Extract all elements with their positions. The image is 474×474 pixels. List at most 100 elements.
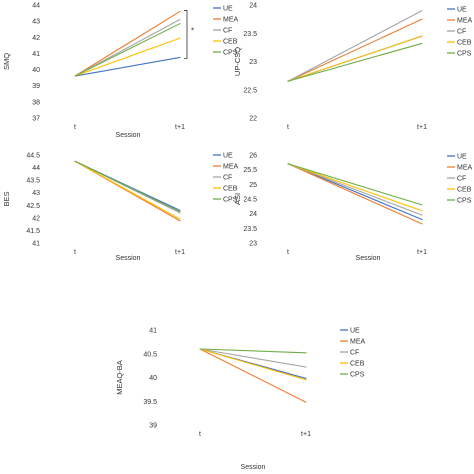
legend-label: MEA bbox=[223, 164, 239, 171]
legend-label: CEB bbox=[457, 187, 472, 194]
y-axis-label: MEAQ-BA bbox=[115, 360, 124, 395]
series-line bbox=[287, 18, 423, 82]
legend-label: CPS bbox=[457, 198, 472, 205]
legend-label: CEB bbox=[223, 39, 238, 46]
y-tick-label: 41 bbox=[32, 241, 40, 248]
y-axis-label: UP-CSQ bbox=[233, 47, 242, 76]
y-tick-label: 23 bbox=[249, 59, 257, 66]
legend-label: UE bbox=[223, 153, 233, 160]
y-tick-label: 44 bbox=[32, 165, 40, 172]
series-line bbox=[287, 163, 423, 212]
y-tick-label: 44.5 bbox=[26, 153, 40, 160]
legend-label: CF bbox=[457, 176, 466, 183]
series-line bbox=[74, 23, 181, 77]
y-tick-label: 41 bbox=[32, 51, 40, 58]
y-tick-label: 42 bbox=[32, 215, 40, 222]
y-tick-label: 42.5 bbox=[26, 203, 40, 210]
x-tick-label: t bbox=[74, 124, 76, 131]
series-line bbox=[74, 18, 181, 77]
y-tick-label: 24 bbox=[249, 3, 257, 10]
y-tick-label: 43 bbox=[32, 190, 40, 197]
legend-label: CPS bbox=[457, 51, 472, 58]
y-tick-label: 22 bbox=[249, 116, 257, 123]
legend-label: CPS bbox=[350, 372, 365, 379]
y-tick-label: 43.5 bbox=[26, 178, 40, 185]
y-tick-label: 41 bbox=[149, 328, 157, 335]
legend-label: MEA bbox=[350, 339, 366, 346]
y-tick-label: 40 bbox=[32, 67, 40, 74]
y-tick-label: 39 bbox=[32, 83, 40, 90]
panel-up-csq: 22 22.5 23 23.5 24 t t+1 UP-CSQ UE MEA CF CEB CPS bbox=[233, 3, 473, 132]
series-line bbox=[199, 348, 307, 403]
y-tick-label: 24 bbox=[249, 211, 257, 218]
y-tick-label: 37 bbox=[32, 116, 40, 123]
legend-label: CPS bbox=[223, 50, 238, 57]
y-tick-label: 38 bbox=[32, 99, 40, 106]
y-axis-label: BES bbox=[2, 191, 11, 206]
panel-smq: 37 38 39 40 41 42 43 44 t t+1 SMQ Session UE MEA CF CEB… bbox=[2, 3, 239, 140]
series-line bbox=[287, 10, 423, 82]
x-tick-label: t+1 bbox=[301, 431, 311, 438]
x-axis-label: Session bbox=[356, 255, 381, 262]
y-tick-label: 23.5 bbox=[243, 31, 257, 38]
legend-label: CPS bbox=[223, 197, 238, 204]
legend-label: CEB bbox=[350, 361, 365, 368]
y-tick-label: 25 bbox=[249, 182, 257, 189]
y-axis-label: ASI bbox=[233, 193, 242, 205]
series-line bbox=[287, 163, 423, 216]
series-line bbox=[199, 348, 307, 354]
series-line bbox=[199, 348, 307, 381]
series-line bbox=[287, 42, 423, 82]
series-line bbox=[287, 35, 423, 82]
series-line bbox=[287, 163, 423, 225]
x-tick-label: t bbox=[287, 249, 289, 256]
series-line bbox=[287, 163, 423, 206]
significance-marker: * bbox=[191, 26, 194, 35]
x-tick-label: t bbox=[199, 431, 201, 438]
y-tick-label: 40 bbox=[149, 375, 157, 382]
legend-label: MEA bbox=[457, 18, 473, 25]
legend-label: CF bbox=[223, 28, 232, 35]
legend-label: UE bbox=[457, 154, 467, 161]
series-line bbox=[199, 348, 307, 368]
x-axis-label: Session bbox=[116, 132, 141, 139]
x-tick-label: t+1 bbox=[175, 124, 185, 131]
legend-label: CF bbox=[350, 350, 359, 357]
x-axis-label: Session bbox=[116, 255, 141, 262]
legend-label: CF bbox=[223, 175, 232, 182]
series-line bbox=[74, 56, 181, 77]
y-tick-label: 23.5 bbox=[243, 226, 257, 233]
panel-bes: 41 41.5 42 42.5 43 43.5 44 44.5 t t+1 BES Session UE… bbox=[2, 153, 239, 263]
y-tick-label: 41.5 bbox=[26, 228, 40, 235]
x-tick-label: t bbox=[74, 249, 76, 256]
y-tick-label: 43 bbox=[32, 19, 40, 26]
y-axis-label: SMQ bbox=[2, 53, 11, 70]
legend-label: CEB bbox=[457, 40, 472, 47]
y-tick-label: 44 bbox=[32, 3, 40, 10]
x-tick-label: t+1 bbox=[417, 249, 427, 256]
series-line bbox=[74, 37, 181, 77]
legend-label: MEA bbox=[223, 17, 239, 24]
legend-label: CEB bbox=[223, 186, 238, 193]
y-tick-label: 39.5 bbox=[143, 399, 157, 406]
y-tick-label: 24.5 bbox=[243, 197, 257, 204]
x-axis-label: Session bbox=[241, 464, 266, 471]
y-tick-label: 42 bbox=[32, 35, 40, 42]
y-tick-label: 23 bbox=[249, 241, 257, 248]
legend-label: CF bbox=[457, 29, 466, 36]
panel-meaq-ba: 39 39.5 40 40.5 41 t t+1 MEAQ-BA Session UE MEA CF C… bbox=[115, 328, 366, 472]
legend-label: UE bbox=[457, 7, 467, 14]
y-tick-label: 25.5 bbox=[243, 167, 257, 174]
y-tick-label: 40.5 bbox=[143, 351, 157, 358]
legend-label: UE bbox=[223, 6, 233, 13]
x-tick-label: t bbox=[287, 124, 289, 131]
series-line bbox=[74, 160, 181, 220]
y-tick-label: 22.5 bbox=[243, 87, 257, 94]
x-tick-label: t+1 bbox=[175, 249, 185, 256]
x-tick-label: t+1 bbox=[417, 124, 427, 131]
y-tick-label: 39 bbox=[149, 423, 157, 430]
significance-bracket bbox=[184, 10, 188, 59]
series-line bbox=[74, 10, 181, 77]
y-tick-label: 26 bbox=[249, 153, 257, 160]
